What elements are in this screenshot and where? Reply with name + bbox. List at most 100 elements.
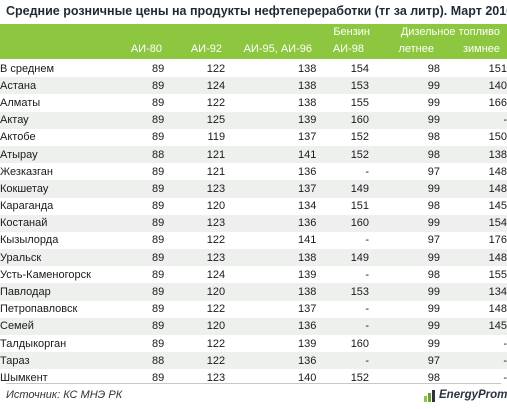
cell-diesel-winter: - bbox=[503, 371, 507, 384]
cell-ai92: 123 bbox=[206, 217, 226, 230]
cell-ai95: 134 bbox=[297, 200, 317, 213]
source-note: Источник: КС МНЭ РК bbox=[6, 389, 123, 401]
cell-diesel-summer: 99 bbox=[427, 251, 441, 264]
cell-ai80: 89 bbox=[152, 131, 165, 144]
cell-diesel-summer: 97 bbox=[427, 234, 441, 247]
cell-ai95: 141 bbox=[297, 234, 317, 247]
cell-diesel-summer: 98 bbox=[427, 200, 441, 213]
cell-ai92: 124 bbox=[206, 79, 226, 92]
row-city-name: Актау bbox=[0, 114, 29, 127]
cell-ai95: 139 bbox=[297, 114, 317, 127]
table-row: Павлодар 89 120 138 153 99 134 bbox=[0, 283, 507, 301]
cell-ai98: 149 bbox=[350, 251, 370, 264]
cell-diesel-winter: 155 bbox=[488, 268, 507, 281]
cell-ai92: 122 bbox=[206, 62, 226, 75]
cell-diesel-winter: 134 bbox=[488, 286, 507, 299]
cell-ai98: 151 bbox=[350, 200, 370, 213]
cell-ai92: 121 bbox=[206, 165, 226, 178]
cell-diesel-winter: 154 bbox=[488, 217, 507, 230]
cell-ai92: 120 bbox=[206, 200, 226, 213]
table-row: Талдыкорган 89 122 139 160 99 - bbox=[0, 335, 507, 353]
cell-ai92: 125 bbox=[206, 114, 226, 127]
cell-diesel-summer: 99 bbox=[427, 114, 441, 127]
header-ai80: АИ-80 bbox=[130, 43, 162, 55]
table-row: Семей 89 120 136 - 99 145 bbox=[0, 317, 507, 335]
cell-ai95: 138 bbox=[297, 286, 317, 299]
cell-ai80: 89 bbox=[152, 320, 165, 333]
header-ai98: АИ-98 bbox=[332, 43, 364, 55]
cell-ai95: 136 bbox=[297, 165, 317, 178]
cell-ai92: 122 bbox=[206, 303, 226, 316]
cell-ai95: 139 bbox=[297, 337, 317, 350]
cell-ai80: 89 bbox=[152, 217, 165, 230]
cell-diesel-summer: 99 bbox=[427, 303, 441, 316]
row-city-name: Алматы bbox=[0, 96, 41, 109]
cell-diesel-winter: 140 bbox=[488, 79, 507, 92]
energyprom-logo-icon bbox=[424, 390, 435, 402]
cell-ai92: 122 bbox=[206, 337, 226, 350]
energyprom-logo: EnergyProm™ bbox=[424, 387, 507, 405]
cell-ai95: 136 bbox=[297, 320, 317, 333]
cell-ai95: 138 bbox=[297, 251, 317, 264]
cell-ai80: 88 bbox=[152, 148, 165, 161]
row-city-name: Костанай bbox=[0, 217, 48, 230]
cell-diesel-winter: 145 bbox=[488, 320, 507, 333]
cell-ai95: 137 bbox=[297, 303, 317, 316]
row-city-name: Караганда bbox=[0, 200, 54, 213]
row-city-name: Актобе bbox=[0, 131, 36, 144]
cell-ai80: 89 bbox=[152, 182, 165, 195]
table-row: Жезказган 89 121 136 - 97 148 bbox=[0, 163, 507, 181]
cell-ai98: 155 bbox=[350, 96, 370, 109]
cell-ai98: 153 bbox=[350, 79, 370, 92]
cell-ai80: 89 bbox=[152, 79, 165, 92]
cell-ai95: 136 bbox=[297, 217, 317, 230]
table-row: Караганда 89 120 134 151 98 145 bbox=[0, 197, 507, 215]
cell-diesel-winter: 176 bbox=[488, 234, 507, 247]
cell-diesel-summer: 97 bbox=[427, 165, 441, 178]
cell-ai95: 141 bbox=[297, 148, 317, 161]
row-city-name: Тараз bbox=[0, 354, 30, 367]
cell-ai98: - bbox=[365, 303, 370, 316]
row-city-name: Усть-Каменогорск bbox=[0, 268, 91, 281]
cell-diesel-summer: 99 bbox=[427, 96, 441, 109]
cell-ai92: 119 bbox=[207, 131, 226, 144]
cell-ai98: 153 bbox=[350, 286, 370, 299]
cell-diesel-summer: 99 bbox=[427, 320, 441, 333]
cell-ai80: 89 bbox=[152, 200, 165, 213]
cell-ai95: 137 bbox=[297, 182, 317, 195]
cell-ai80: 89 bbox=[152, 371, 165, 384]
cell-ai92: 122 bbox=[206, 354, 226, 367]
row-city-name: Талдыкорган bbox=[0, 337, 67, 350]
cell-ai92: 123 bbox=[206, 371, 226, 384]
cell-ai98: - bbox=[365, 165, 370, 178]
table-row: Усть-Каменогорск 89 124 139 - 98 155 bbox=[0, 266, 507, 284]
table-row: Тараз 88 122 136 - 97 - bbox=[0, 352, 507, 370]
cell-diesel-winter: 138 bbox=[488, 148, 507, 161]
cell-ai92: 124 bbox=[206, 268, 226, 281]
cell-diesel-winter: 148 bbox=[488, 303, 507, 316]
cell-diesel-summer: 99 bbox=[427, 337, 441, 350]
cell-diesel-winter: - bbox=[503, 354, 507, 367]
table-row: Астана 89 124 138 153 99 140 bbox=[0, 77, 507, 95]
cell-ai95: 136 bbox=[297, 354, 317, 367]
cell-ai98: - bbox=[365, 320, 370, 333]
cell-diesel-winter: 148 bbox=[488, 165, 507, 178]
table-row: Петропавловск 89 122 137 - 99 148 bbox=[0, 300, 507, 318]
header-group-diesel: Дизельное топливо bbox=[400, 26, 500, 38]
table-row: Кызылорда 89 122 141 - 97 176 bbox=[0, 231, 507, 250]
logo-text: EnergyProm™ bbox=[439, 389, 507, 401]
cell-ai80: 89 bbox=[152, 286, 165, 299]
header-ai95-ai96: АИ-95, АИ-96 bbox=[243, 43, 312, 55]
cell-diesel-summer: 98 bbox=[427, 371, 441, 384]
cell-ai95: 138 bbox=[297, 96, 317, 109]
table-row: Актобе 89 119 137 152 98 150 bbox=[0, 128, 507, 146]
table-header: Бензин Дизельное топливо АИ-80 АИ-92 АИ-… bbox=[0, 24, 507, 59]
cell-ai92: 120 bbox=[206, 320, 226, 333]
cell-ai98: 152 bbox=[350, 131, 370, 144]
row-city-name: Шымкент bbox=[0, 371, 48, 384]
cell-ai95: 139 bbox=[297, 268, 317, 281]
cell-ai98: - bbox=[365, 354, 370, 367]
row-city-name: Астана bbox=[0, 79, 37, 92]
header-group-benzin: Бензин bbox=[333, 26, 370, 38]
cell-ai92: 122 bbox=[206, 234, 226, 247]
